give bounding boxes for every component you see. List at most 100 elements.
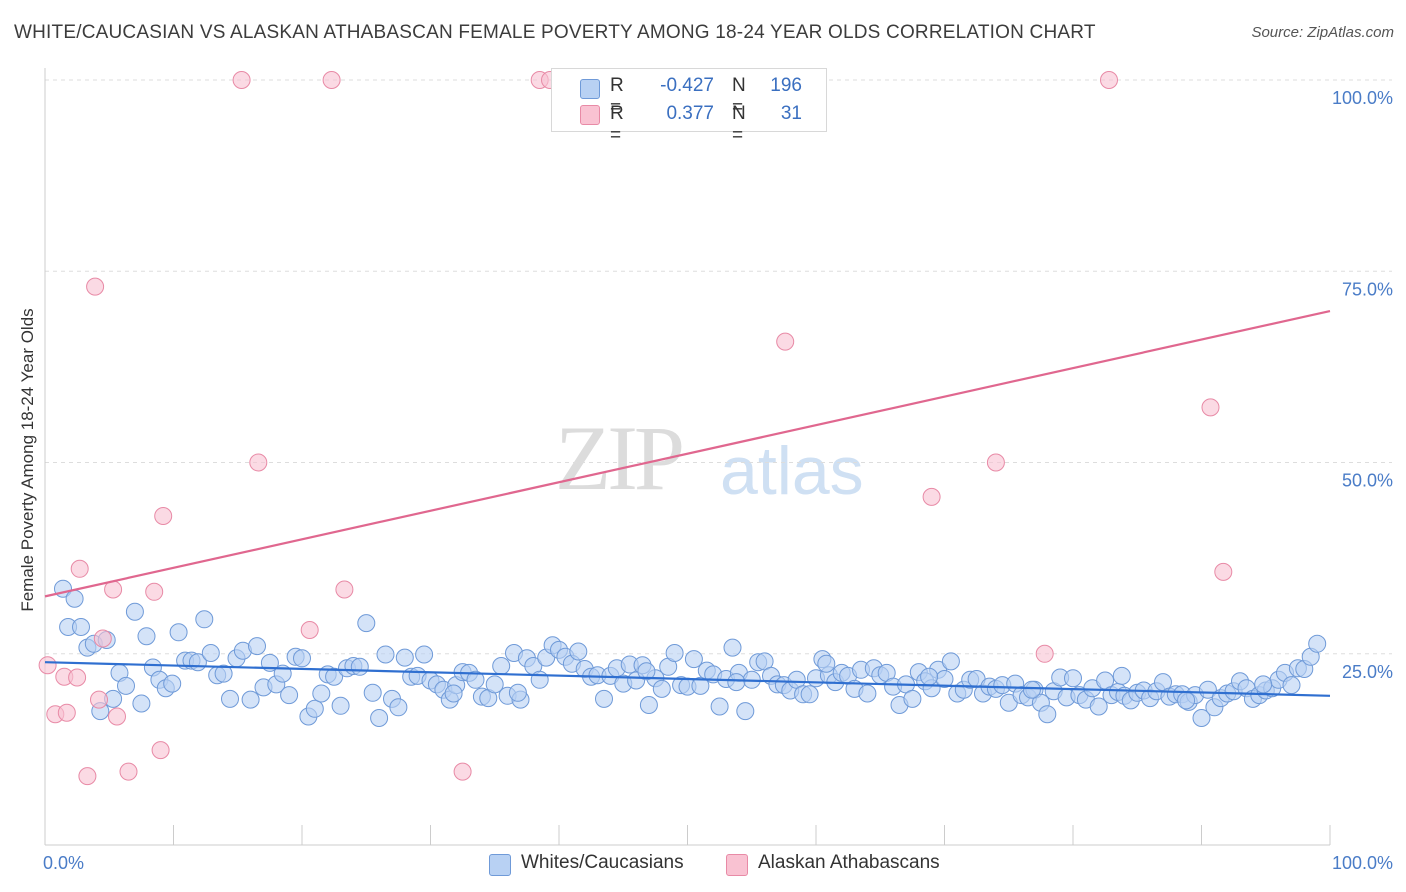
whites-point: [903, 689, 922, 708]
whites-point: [1038, 705, 1057, 724]
whites-point: [492, 657, 511, 675]
whites-point: [395, 648, 414, 667]
athabascan-point: [1100, 71, 1118, 89]
y-tick-label: 100.0%: [1332, 88, 1393, 108]
whites-point: [1177, 691, 1196, 710]
whites-point: [485, 675, 504, 694]
athabascan-point: [78, 767, 97, 786]
athabascan-point: [119, 762, 138, 781]
tick-labels: 25.0% 50.0% 75.0% 100.0% 0.0% 100.0%: [43, 88, 1393, 873]
whites-point: [684, 650, 703, 669]
whites-point: [312, 684, 331, 703]
whites-point: [920, 667, 939, 686]
whites-point: [691, 676, 710, 695]
whites-point: [201, 644, 220, 662]
whites-trend-line: [44, 661, 1331, 697]
legend-n-value: 196: [770, 75, 802, 96]
source-note: Source: ZipAtlas.com: [1251, 24, 1394, 41]
whites-point: [466, 670, 485, 689]
athabascan-point: [90, 690, 108, 709]
whites-point: [1064, 669, 1082, 688]
legend-n-value: 31: [780, 103, 802, 124]
athabascan-point: [38, 656, 57, 675]
grid-lines: [45, 79, 1392, 655]
whites-point: [125, 602, 144, 621]
athabascan-point: [86, 277, 105, 296]
whites-point: [357, 614, 376, 633]
legend-r-label: R =: [610, 75, 624, 118]
athabascan-point: [322, 71, 341, 89]
athabascan-point: [1035, 644, 1054, 663]
whites-point: [595, 689, 613, 708]
x-tick-label: 0.0%: [43, 853, 84, 873]
whites-point: [65, 589, 84, 608]
whites-point: [248, 637, 266, 656]
whites-point: [293, 649, 311, 668]
whites-point: [723, 638, 742, 657]
whites-point: [241, 690, 260, 709]
athabascan-point: [249, 453, 268, 472]
whites-point: [530, 670, 549, 689]
x-tick-label: 100.0%: [1332, 853, 1393, 873]
athabascan-point: [68, 668, 87, 687]
whites-point: [1089, 697, 1108, 716]
whites-point: [305, 699, 324, 718]
athabascan-point: [151, 741, 170, 760]
athabascan-point: [57, 703, 76, 722]
athabascan-point: [93, 629, 112, 648]
whites-point: [941, 652, 960, 671]
y-tick-label: 75.0%: [1342, 279, 1393, 299]
athabascan-point: [70, 559, 89, 578]
whites-point: [1198, 680, 1217, 699]
athabascan-point: [453, 762, 472, 781]
whites-point: [195, 610, 214, 629]
whites-point: [858, 684, 877, 703]
whites-point: [1022, 680, 1041, 699]
whites-point: [652, 679, 671, 698]
whites-point: [637, 662, 656, 681]
whites-point: [444, 684, 463, 703]
whites-point: [325, 667, 344, 686]
whites-point: [370, 709, 389, 727]
whites-point: [132, 694, 151, 713]
axes: [44, 68, 1331, 846]
whites-point: [1308, 634, 1327, 653]
whites-point: [665, 644, 684, 662]
legend-r-label: R =: [610, 103, 624, 146]
correlation-legend: R = -0.427 N = 196 R = 0.377 N = 31: [551, 68, 827, 146]
whites-point: [137, 627, 156, 646]
legend-n-label: N =: [732, 75, 746, 118]
legend-r-value: 0.377: [666, 103, 714, 124]
whites-point: [1112, 666, 1131, 685]
legend-n-label: N =: [732, 103, 746, 146]
legend-r-value: -0.427: [660, 75, 714, 96]
watermark-atlas: atlas: [720, 433, 864, 509]
athabascan-point: [776, 332, 795, 351]
legend-swatch-whites: [580, 79, 600, 99]
whites-point: [800, 685, 819, 704]
whites-point: [1192, 709, 1211, 727]
athabascan-point: [154, 507, 173, 525]
athabascan-point: [335, 580, 354, 599]
bottom-legend-swatch-athabascans: [726, 854, 748, 876]
athabascan-point: [1201, 398, 1220, 417]
whites-point: [350, 657, 369, 676]
whites-point: [569, 642, 588, 661]
athabascan-trend-line: [44, 309, 1331, 598]
whites-point: [169, 623, 188, 642]
whites-point: [1282, 676, 1301, 695]
whites-point: [1254, 675, 1273, 694]
whites-point: [221, 689, 239, 708]
whites-point: [363, 683, 382, 702]
bottom-legend-label-whites: Whites/Caucasians: [521, 852, 684, 873]
athabascan-point: [108, 707, 126, 726]
whites-point: [736, 702, 755, 721]
whites-point: [331, 696, 350, 715]
whites-point: [376, 645, 395, 664]
whites-point: [214, 664, 233, 683]
data-points: [38, 71, 1327, 786]
whites-point: [117, 676, 135, 695]
whites-point: [163, 674, 182, 693]
whites-point: [727, 673, 746, 692]
